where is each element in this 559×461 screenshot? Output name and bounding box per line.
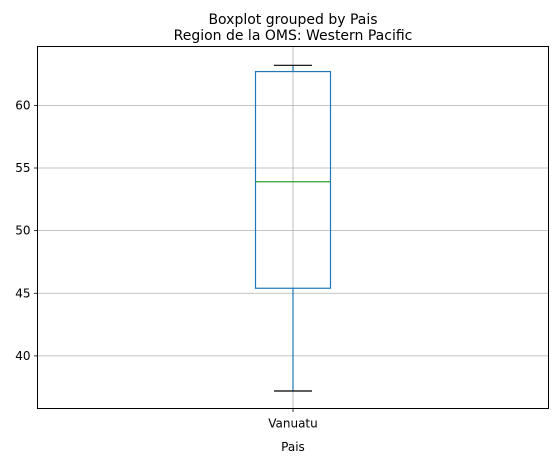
chart-title: Region de la OMS: Western Pacific <box>174 28 413 44</box>
boxes-layer <box>254 64 332 392</box>
y-tick-label: 50 <box>15 224 30 238</box>
grid-lines <box>37 46 549 409</box>
chart-suptitle: Boxplot grouped by Pais <box>208 12 377 28</box>
y-tick-label: 40 <box>15 349 30 363</box>
x-axis-ticks: Vanuatu <box>268 408 318 431</box>
box-iqr <box>254 70 332 289</box>
x-tick-label: Vanuatu <box>268 417 318 431</box>
y-tick-label: 55 <box>15 161 30 175</box>
y-tick-label: 45 <box>15 286 30 300</box>
y-axis-ticks: 40 45 50 55 60 <box>15 98 38 363</box>
x-axis-label: Pais <box>281 440 305 454</box>
y-tick-label: 60 <box>15 98 30 112</box>
